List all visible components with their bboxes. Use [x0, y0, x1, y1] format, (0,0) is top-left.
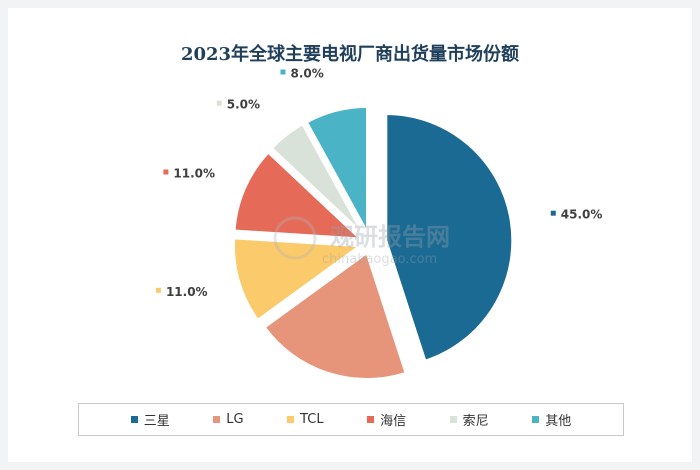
legend-item-5: 索尼: [449, 410, 489, 429]
watermark: 观研报告网 chinabaogao.com: [273, 216, 450, 267]
legend-swatch-5: [449, 416, 457, 423]
legend-item-4: 海信: [367, 410, 406, 429]
chart-legend: 三星 LG TCL 海信 索尼 其他: [78, 403, 624, 436]
legend-item-1: 三星: [130, 410, 170, 429]
legend-label-1: 三星: [143, 414, 170, 429]
data-label-marker-4: [163, 169, 169, 175]
data-label-1: 45.0%: [561, 208, 603, 222]
legend-swatch-1: [130, 416, 138, 423]
legend-label-2: LG: [226, 412, 244, 427]
legend-label-3: TCL: [300, 412, 324, 427]
legend-swatch-6: [532, 416, 540, 423]
legend-swatch-3: [287, 416, 295, 423]
data-label-marker-5: [216, 100, 222, 106]
pie-slice-1: [384, 111, 515, 364]
legend-label-5: 索尼: [462, 414, 489, 429]
data-label-6: 8.0%: [290, 66, 323, 80]
legend-item-2: LG: [213, 412, 244, 427]
pie-slice-2: [262, 250, 409, 381]
pie-slice-6: [304, 104, 370, 235]
legend-label-4: 海信: [380, 414, 407, 429]
pie-slice-5: [269, 121, 366, 237]
data-label-marker-6: [280, 69, 286, 75]
watermark-url: chinabaogao.com: [322, 252, 437, 267]
legend-swatch-4: [367, 416, 375, 423]
pie-slice-3: [231, 236, 365, 323]
data-label-4: 11.0%: [173, 166, 215, 180]
pie-slices: [231, 104, 515, 381]
watermark-logo-icon: [273, 216, 317, 260]
pie-slice-4: [232, 149, 365, 241]
data-label-marker-1: [550, 210, 556, 216]
legend-swatch-2: [213, 416, 221, 423]
chart-title: 2023年全球主要电视厂商出货量市场份额: [180, 44, 520, 65]
legend-item-6: 其他: [532, 410, 571, 429]
watermark-brand: 观研报告网: [330, 223, 450, 251]
data-label-5: 5.0%: [227, 98, 260, 112]
data-label-3: 11.0%: [166, 285, 208, 299]
legend-label-6: 其他: [545, 414, 572, 429]
legend-item-3: TCL: [287, 412, 324, 427]
data-label-marker-3: [155, 287, 161, 293]
